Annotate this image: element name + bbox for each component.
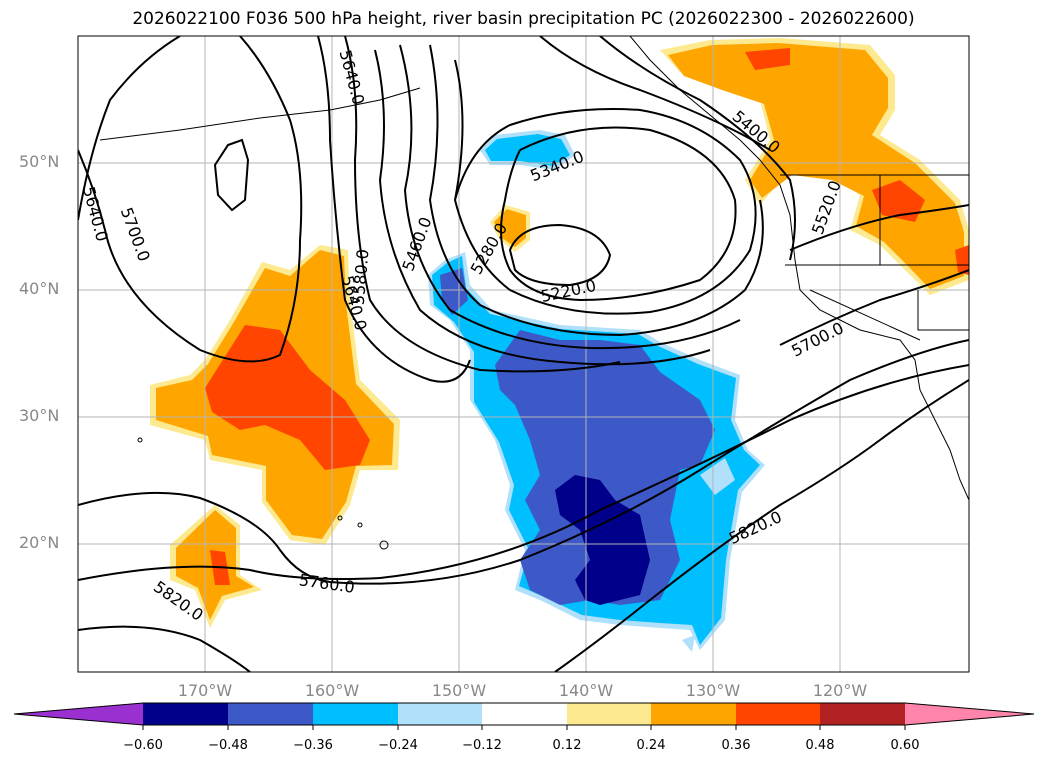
lon-label-130w: 130°W [685, 681, 741, 700]
grid-lines [78, 36, 969, 672]
contour-label: 5700.0 [788, 318, 847, 360]
colorbar-segment [143, 703, 229, 725]
colorbar-tick-label: −0.60 [123, 738, 163, 753]
colorbar-segment [313, 703, 399, 725]
contour-label: 5640.0 [335, 48, 368, 107]
colorbar-tick-label: −0.48 [208, 738, 248, 753]
lat-label-20n: 20°N [19, 533, 60, 552]
lat-label-40n: 40°N [19, 279, 60, 298]
lon-label-120w: 120°W [812, 681, 868, 700]
colorbar-tick-label: 0.48 [805, 738, 835, 753]
negative-precip-area [428, 130, 765, 652]
colorbar-tick-label: −0.12 [462, 738, 502, 753]
colorbar-arrow-low [14, 703, 143, 725]
colorbar-segment [228, 703, 314, 725]
contour-label: 5640.0 [79, 185, 112, 244]
lat-label-50n: 50°N [19, 152, 60, 171]
contour-label: 5580.0 [349, 248, 373, 305]
colorbar-segment [567, 703, 653, 725]
contour-label: 5460.0 [398, 214, 435, 273]
positive-precip-area [150, 38, 969, 628]
contour-label: 5220.0 [539, 276, 598, 306]
colorbar-tick-label: −0.24 [378, 738, 418, 753]
colorbar-segment [482, 703, 568, 725]
lon-label-140w: 140°W [558, 681, 614, 700]
colorbar-arrow-high [905, 703, 1034, 725]
colorbar-tick-label: 0.12 [552, 738, 582, 753]
map-title: 2026022100 F036 500 hPa height, river ba… [132, 9, 915, 29]
colorbar-tick-label: −0.36 [293, 738, 333, 753]
lon-label-160w: 160°W [304, 681, 360, 700]
lon-label-170w: 170°W [177, 681, 233, 700]
colorbar-tick-label: 0.24 [636, 738, 666, 753]
colorbar-tick-label: 0.60 [890, 738, 920, 753]
map-frame [77, 35, 970, 673]
colorbar-tick-label: 0.36 [721, 738, 751, 753]
lat-label-30n: 30°N [19, 406, 60, 425]
colorbar-segment [736, 703, 822, 725]
coastlines [99, 36, 969, 550]
contour-label: 5760.0 [298, 570, 356, 597]
height-contours [78, 36, 969, 672]
colorbar-segment [820, 703, 906, 725]
colorbar-segment [651, 703, 737, 725]
contour-label: 5520.0 [808, 178, 845, 237]
colorbar-segment [398, 703, 484, 725]
lon-label-150w: 150°W [431, 681, 487, 700]
contour-label: 5700.0 [117, 205, 154, 264]
colorbar [13, 702, 1035, 730]
